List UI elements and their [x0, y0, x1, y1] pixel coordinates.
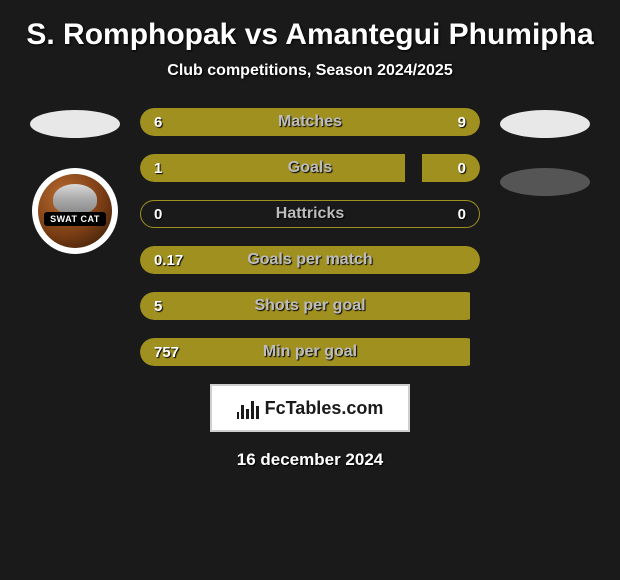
brand-badge[interactable]: FcTables.com	[210, 384, 410, 432]
stat-row: Hattricks 0 0	[140, 200, 480, 228]
season-subtitle: Club competitions, Season 2024/2025	[167, 62, 452, 80]
stat-left-value: 0	[154, 206, 162, 223]
stat-row: Shots per goal 5	[140, 292, 480, 320]
right-side	[500, 108, 590, 366]
stat-left-value: 0.17	[154, 252, 183, 269]
stat-right-value: 0	[458, 206, 466, 223]
stat-label: Shots per goal	[254, 297, 365, 315]
stat-right-value: 0	[458, 160, 466, 177]
team-badge-inner: SWAT CAT	[38, 174, 112, 248]
stat-bar-gap	[405, 154, 422, 182]
player-photo-left-placeholder	[30, 110, 120, 138]
stat-left-value: 5	[154, 298, 162, 315]
stat-row: Goals 1 0	[140, 154, 480, 182]
stat-row: Min per goal 757	[140, 338, 480, 366]
stat-bar-gap	[470, 338, 480, 366]
stat-label: Goals	[288, 159, 332, 177]
stat-bar-gap	[470, 292, 480, 320]
stat-bars: Matches 6 9 Goals 1 0 Hattricks 0 0 Goals per mat…	[140, 108, 480, 366]
date-label: 16 december 2024	[237, 450, 384, 470]
player-photo-right-placeholder	[500, 110, 590, 138]
swatcat-icon	[53, 184, 97, 214]
stat-left-value: 757	[154, 344, 179, 361]
brand-label: FcTables.com	[265, 398, 384, 419]
stat-row: Matches 6 9	[140, 108, 480, 136]
stat-left-value: 6	[154, 114, 162, 131]
stat-label: Min per goal	[263, 343, 357, 361]
stat-label: Hattricks	[276, 205, 344, 223]
stat-right-value: 9	[458, 114, 466, 131]
stat-bar-right	[422, 154, 480, 182]
content: SWAT CAT Matches69Goals10Hattricks00Goal…	[0, 108, 620, 366]
stat-label: Goals per match	[247, 251, 372, 269]
team-badge-label: SWAT CAT	[44, 212, 106, 226]
stat-label: Matches	[278, 113, 342, 131]
barchart-icon	[237, 397, 259, 419]
comparison-card: S. Romphopak vs Amantegui Phumipha Club …	[0, 0, 620, 470]
left-side: SWAT CAT	[30, 108, 120, 366]
team-badge-right-placeholder	[500, 168, 590, 196]
page-title: S. Romphopak vs Amantegui Phumipha	[26, 18, 593, 52]
stat-bar-left	[140, 154, 405, 182]
stat-left-value: 1	[154, 160, 162, 177]
team-badge-left: SWAT CAT	[32, 168, 118, 254]
stat-row: Goals per match 0.17	[140, 246, 480, 274]
